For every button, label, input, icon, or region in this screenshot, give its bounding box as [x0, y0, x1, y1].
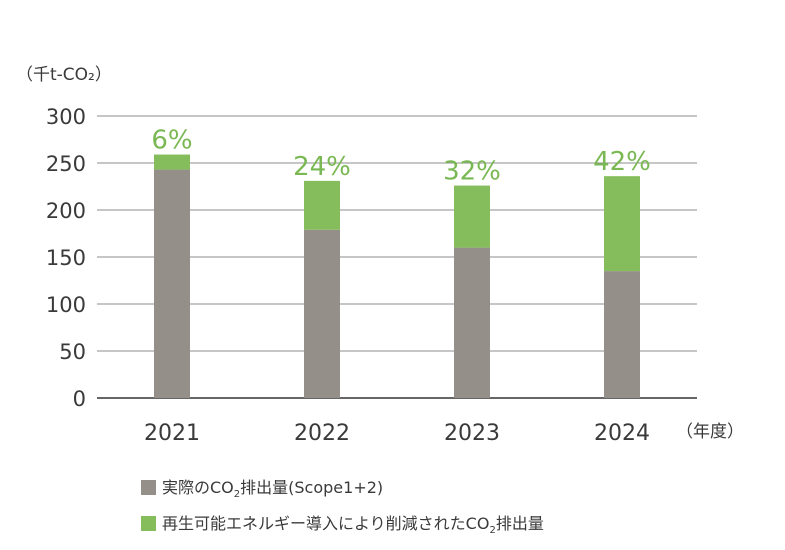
- y-tick-label-300: 300: [46, 105, 86, 129]
- percent-label-2024: 42%: [593, 147, 651, 177]
- y-tick-label-250: 250: [46, 152, 86, 176]
- legend-label-reduced: 再生可能エネルギー導入により削減されたCO2排出量: [162, 514, 544, 537]
- y-axis-ticks: 0 50 100 150 200 250 300: [46, 105, 86, 411]
- bar-2022-series-1: [304, 180, 340, 230]
- x-tick-label-2024: 2024: [594, 421, 650, 446]
- bar-2022-series-0: [304, 229, 340, 398]
- bars: [154, 154, 640, 398]
- x-unit-label: （年度）: [676, 422, 744, 442]
- percent-label-2023: 32%: [443, 157, 501, 187]
- legend-label-actual: 実際のCO2排出量(Scope1+2): [162, 478, 384, 501]
- bar-2021-series-1: [154, 154, 190, 170]
- bar-2024-series-1: [604, 176, 640, 272]
- bar-2023-series-1: [454, 185, 490, 248]
- y-unit-label: （千t-CO₂）: [16, 65, 112, 85]
- bar-2023-series-0: [454, 247, 490, 398]
- bar-2021-series-0: [154, 169, 190, 398]
- legend-item-reduced: 再生可能エネルギー導入により削減されたCO2排出量: [141, 510, 544, 536]
- bar-2024-series-0: [604, 271, 640, 398]
- legend-item-actual: 実際のCO2排出量(Scope1+2): [141, 474, 383, 500]
- percent-label-2021: 6%: [151, 126, 192, 156]
- percent-label-2022: 24%: [293, 152, 351, 182]
- y-tick-label-150: 150: [46, 246, 86, 270]
- y-tick-label-100: 100: [46, 293, 86, 317]
- percent-labels: 6% 24% 32% 42%: [151, 126, 651, 187]
- legend-swatch-reduced: [141, 515, 156, 531]
- gridlines: [97, 115, 697, 399]
- x-tick-label-2022: 2022: [294, 421, 350, 446]
- legend-swatch-actual: [141, 479, 156, 495]
- x-tick-label-2021: 2021: [144, 421, 200, 446]
- y-tick-label-0: 0: [73, 387, 86, 411]
- y-tick-label-50: 50: [59, 340, 86, 364]
- x-axis-ticks: 2021 2022 2023 2024: [144, 421, 650, 446]
- x-tick-label-2023: 2023: [444, 421, 500, 446]
- y-tick-label-200: 200: [46, 199, 86, 223]
